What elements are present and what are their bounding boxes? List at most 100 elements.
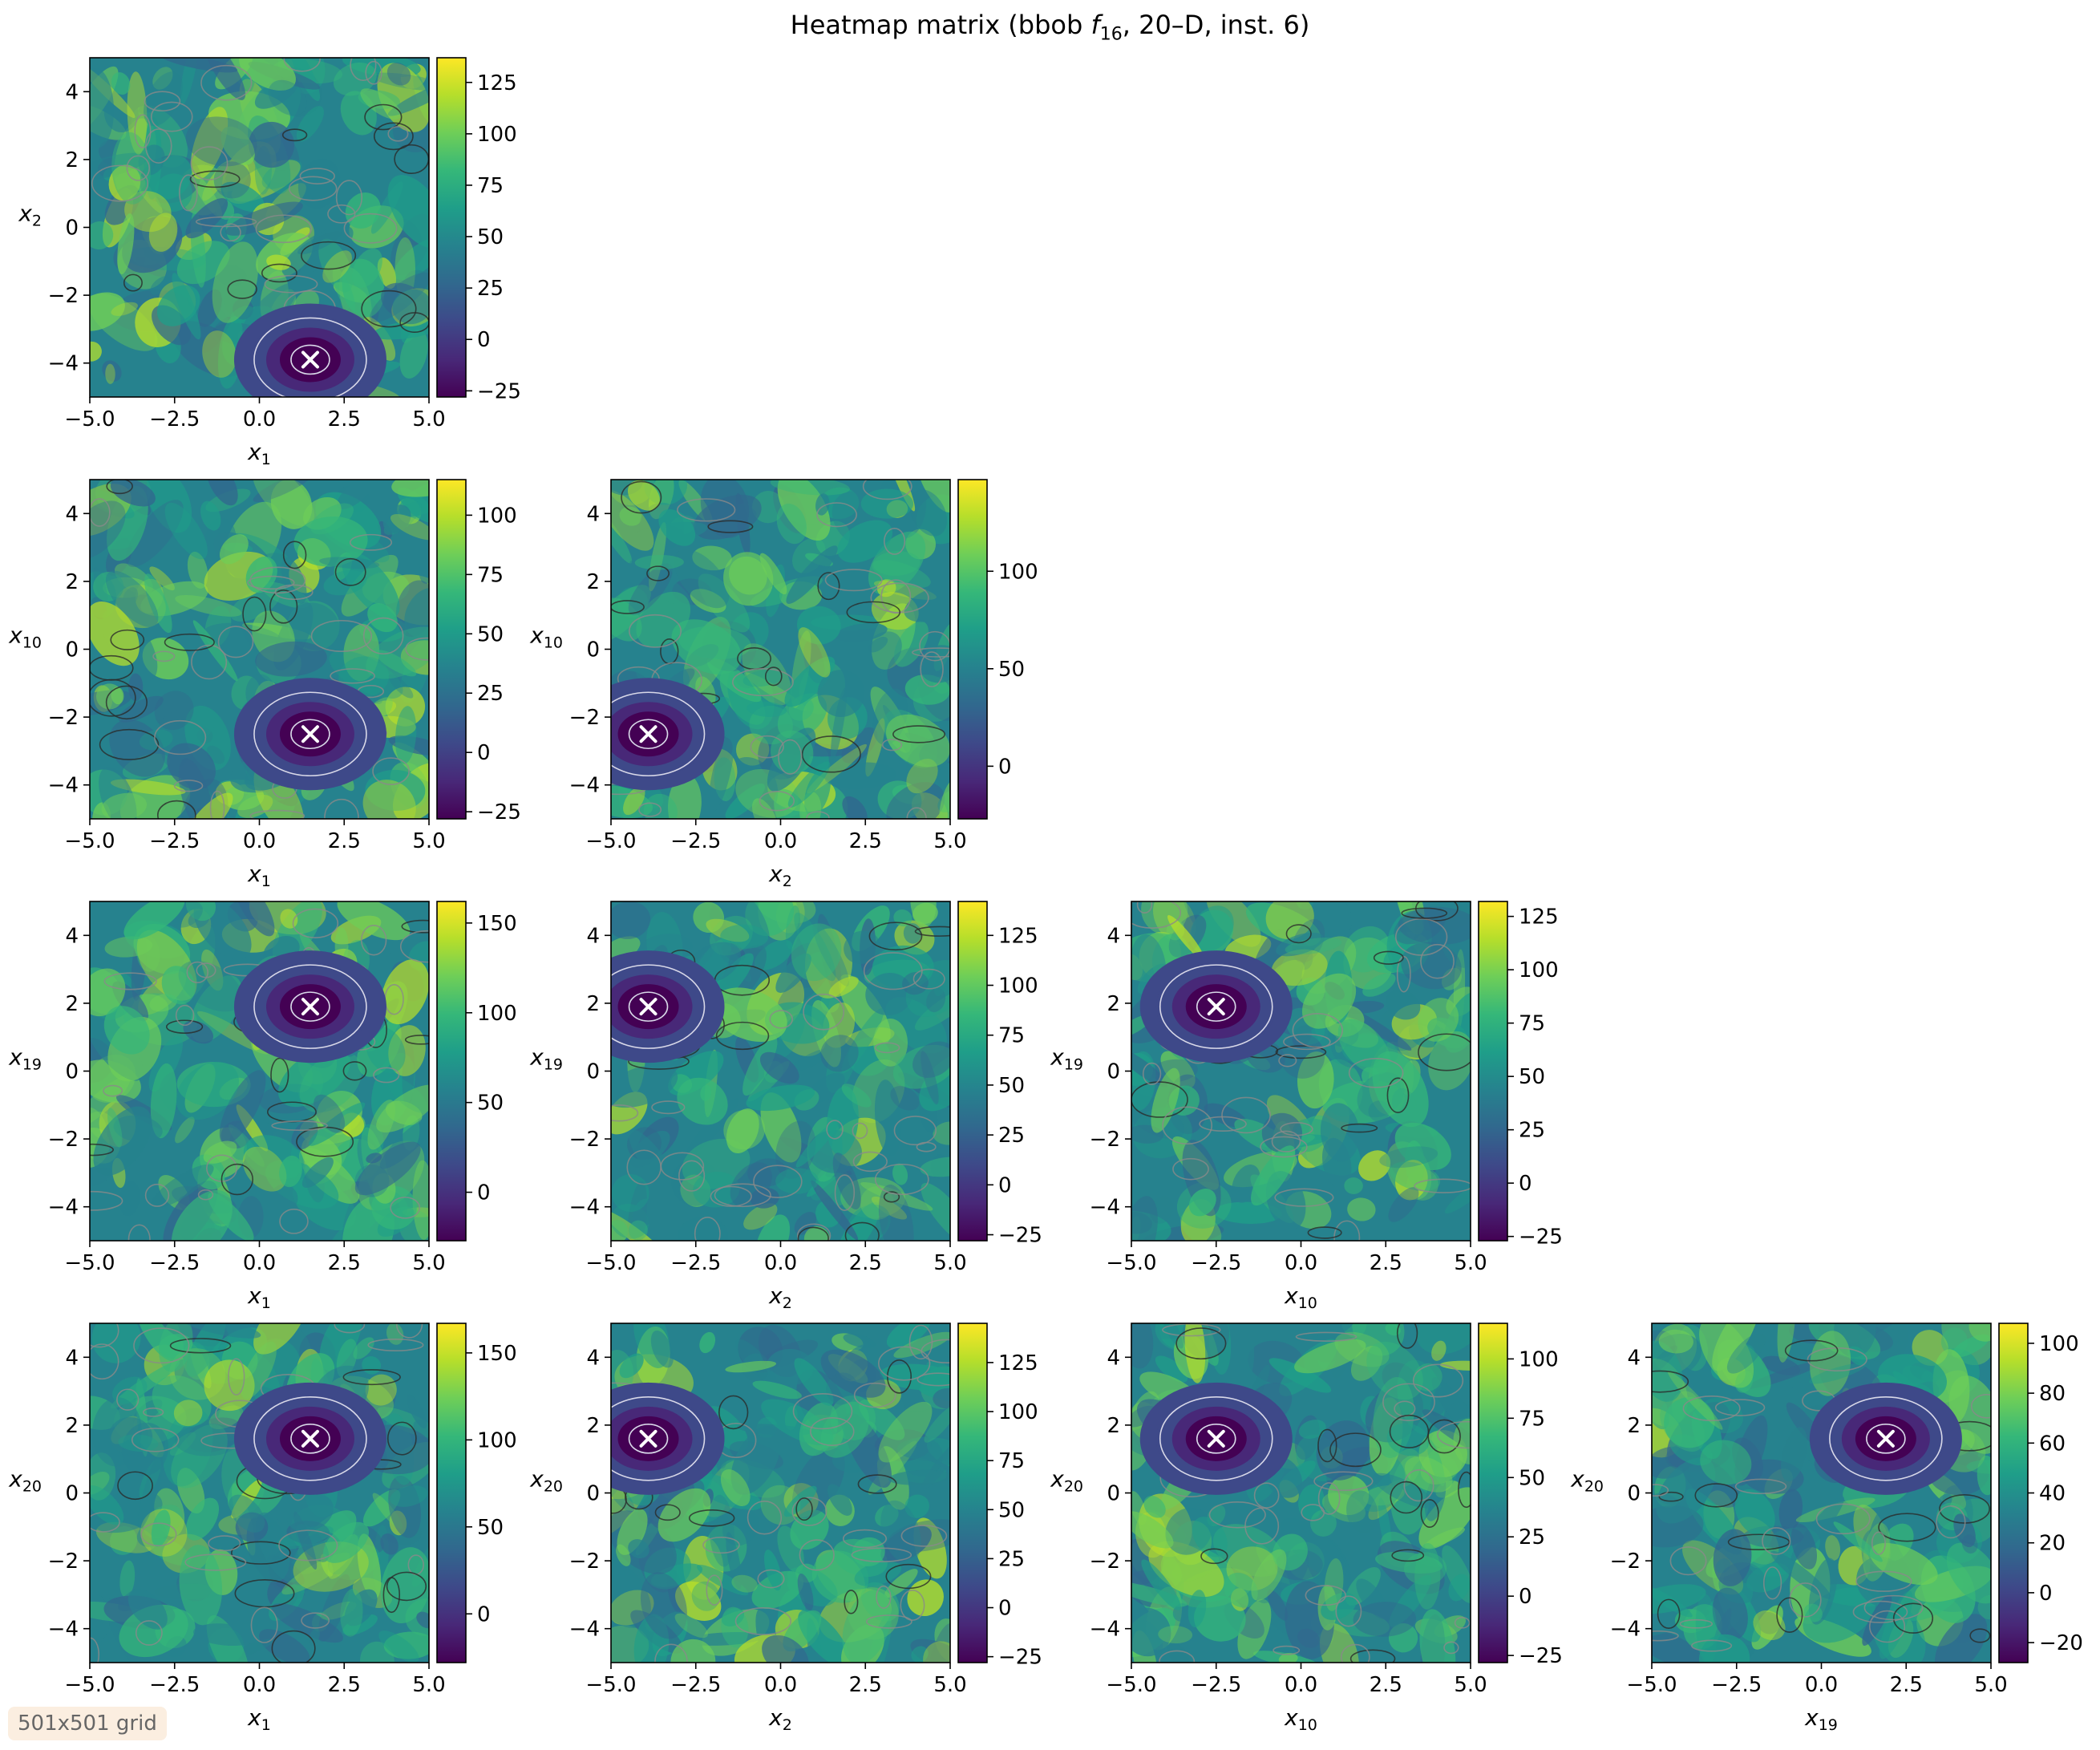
heatmap-blob <box>239 58 296 91</box>
heatmap-blob <box>671 619 742 674</box>
heatmap-blob <box>911 1646 929 1663</box>
heatmap-blob <box>1664 1396 1715 1448</box>
heatmap-blob <box>1699 1634 1750 1663</box>
heatmap-blob <box>309 1102 366 1146</box>
heatmap-panel: −5.0 −2.5 0.0 2.5 5.0 −4 −2 0 2 4 x2 x10 0 50 100 <box>529 479 1038 890</box>
heatmap-blob <box>229 1494 265 1533</box>
heatmap-blob <box>1746 1562 1790 1593</box>
x-tick-label: 5.0 <box>1454 1251 1487 1275</box>
heatmap-blob <box>820 1035 859 1072</box>
heatmap-texture <box>1652 1323 1991 1663</box>
heatmap-blob <box>139 537 184 573</box>
heatmap-blob <box>886 782 945 819</box>
minimum-basin <box>611 950 725 1063</box>
contour-line <box>834 1174 856 1211</box>
heatmap-blob <box>382 504 411 533</box>
heatmap-blob <box>266 254 291 270</box>
basin-contour <box>1829 1396 1943 1481</box>
heatmap-blob <box>1366 1341 1423 1400</box>
heatmap-blob <box>854 1561 902 1586</box>
x-tick-label: 5.0 <box>412 829 445 853</box>
contour-line <box>373 122 414 151</box>
contour-line <box>621 480 662 514</box>
contour-line <box>844 1590 859 1614</box>
contour-line <box>1815 1503 1871 1535</box>
contour-line <box>707 520 754 533</box>
heatmap-blob <box>611 901 651 939</box>
contour-line <box>360 925 387 956</box>
contour-line <box>169 1338 232 1354</box>
heatmap-blob <box>871 592 919 630</box>
heatmap-blob <box>1700 1440 1752 1485</box>
minimum-marker <box>1207 1429 1225 1448</box>
heatmap-blob <box>1431 1340 1447 1361</box>
x-tick-label: −2.5 <box>149 1251 200 1275</box>
y-tick-label: −2 <box>48 1549 79 1574</box>
colorbar-tick-label: 100 <box>477 1428 517 1452</box>
contour-line <box>247 575 295 590</box>
heatmap-blob <box>380 1547 429 1624</box>
y-tick-label: 4 <box>586 924 600 948</box>
contour-line <box>876 1585 892 1609</box>
heatmap-blob <box>314 1094 346 1133</box>
y-tick-label: 0 <box>1627 1482 1641 1506</box>
heatmap-panel: −5.0 −2.5 0.0 2.5 5.0−4−2024x19x20−200204060… <box>1570 1323 2083 1734</box>
basin-contour <box>1159 1396 1273 1481</box>
colorbar <box>1998 1323 2029 1663</box>
heatmap-blob <box>169 1432 196 1456</box>
heatmap-blob <box>93 1106 152 1176</box>
heatmap-blob <box>110 1360 180 1409</box>
minimum-marker <box>301 998 319 1016</box>
x-tick-label: 5.0 <box>1974 1673 2007 1697</box>
heatmap-blob <box>342 551 400 619</box>
heatmap-texture <box>90 480 429 819</box>
heatmap-blob <box>279 1155 302 1188</box>
contour-line <box>281 128 308 142</box>
contour-line <box>103 972 157 990</box>
contour-line <box>1348 1057 1404 1088</box>
x-tick-label: −5.0 <box>585 1251 636 1275</box>
colorbar-tick-label: 25 <box>1519 1119 1545 1143</box>
heatmap-blob <box>623 786 645 816</box>
contour-line <box>769 1010 794 1029</box>
y-tick-label: −4 <box>48 1618 79 1642</box>
heatmap-blob <box>878 1184 914 1241</box>
heatmap-blob <box>1271 949 1328 986</box>
heatmap-blob <box>842 1590 892 1663</box>
colorbar-tick-label: 100 <box>998 974 1038 999</box>
contour-line <box>694 1217 721 1241</box>
heatmap-texture <box>611 901 950 1241</box>
heatmap-blob <box>255 641 327 677</box>
heatmap-blob <box>253 480 314 503</box>
colorbar-tick-label: 100 <box>1519 1347 1559 1371</box>
y-axis-label: x19 <box>1050 1044 1083 1074</box>
heatmap-blob <box>1301 973 1357 1029</box>
heatmap-blob <box>1285 938 1342 955</box>
contour-line <box>1394 918 1448 956</box>
heatmap-blob <box>865 718 885 777</box>
colorbar-tick-label: 75 <box>998 1024 1025 1048</box>
heatmap-blob <box>691 1581 720 1611</box>
heatmap-blob <box>628 1220 648 1241</box>
heatmap-blob <box>219 1070 266 1144</box>
basin-contour <box>1196 1424 1236 1454</box>
heatmap-blob <box>919 645 950 683</box>
heatmap-blob <box>886 1323 930 1349</box>
heatmap-blob <box>1310 1509 1337 1537</box>
heatmap-blob <box>1224 1572 1258 1608</box>
heatmap-blob <box>933 1387 950 1409</box>
heatmap-blob <box>827 1484 852 1516</box>
heatmap-blob <box>888 1469 950 1485</box>
contour-line <box>90 1190 123 1211</box>
colorbar-tick-label: −25 <box>477 379 521 403</box>
y-tick-label: −2 <box>48 284 79 308</box>
contour-line <box>885 1563 932 1590</box>
heatmap-blob <box>1781 1427 1808 1482</box>
contour-line <box>678 1160 706 1192</box>
contour-line <box>269 589 298 624</box>
y-tick-label: 2 <box>1107 1414 1120 1438</box>
heatmap-blob <box>322 250 352 283</box>
x-tick-label: 0.0 <box>764 829 797 853</box>
heatmap-blob <box>1143 1495 1166 1518</box>
heatmap-blob <box>391 480 429 497</box>
